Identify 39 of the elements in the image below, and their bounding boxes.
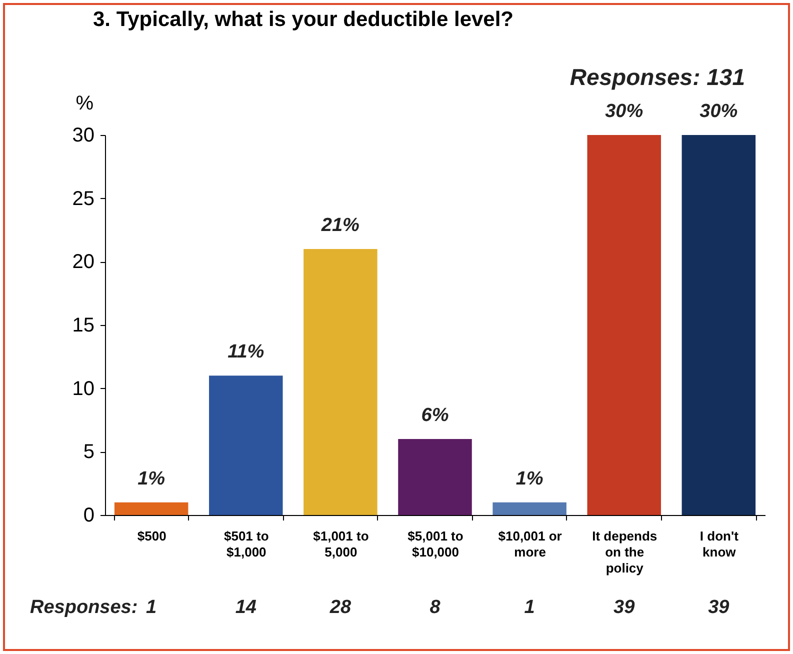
x-tick-label: $5,001 to $10,000 bbox=[408, 528, 464, 560]
data-label: 6% bbox=[421, 405, 449, 426]
text: 28 bbox=[328, 597, 352, 618]
bar bbox=[587, 135, 661, 515]
text: 1 bbox=[524, 597, 535, 618]
text: 39 bbox=[708, 597, 730, 618]
text: Responses: 131 bbox=[570, 64, 745, 90]
x-tick-label: $10,001 or more bbox=[498, 528, 562, 560]
text: 8 bbox=[430, 597, 441, 618]
y-tick-label: 5 bbox=[83, 441, 94, 464]
data-label: 1% bbox=[516, 468, 544, 490]
data-label: 21% bbox=[320, 215, 360, 236]
text: 1 bbox=[146, 597, 157, 618]
x-tick-label: $501 to $1,000 bbox=[224, 528, 269, 560]
bar bbox=[209, 376, 283, 515]
bar bbox=[304, 249, 378, 515]
data-label: 30% bbox=[700, 101, 738, 122]
data-label: 30% bbox=[605, 101, 644, 122]
text: 14 bbox=[235, 597, 257, 618]
data-label: 11% bbox=[228, 342, 264, 363]
x-tick-label: $500 bbox=[137, 528, 166, 544]
bar bbox=[398, 439, 472, 515]
text: 39 bbox=[614, 597, 636, 618]
y-tick-label: 25 bbox=[72, 188, 94, 210]
data-label: 1% bbox=[138, 468, 166, 490]
bar bbox=[114, 502, 188, 515]
text: Responses: bbox=[30, 597, 138, 618]
bar bbox=[492, 502, 566, 515]
y-tick-label: 10 bbox=[72, 378, 94, 400]
y-tick-label: 0 bbox=[83, 504, 94, 526]
y-axis-title: % bbox=[76, 92, 94, 114]
x-tick-label: It depends on the policy bbox=[592, 528, 658, 576]
bar bbox=[682, 135, 756, 515]
x-tick-label: I don't know bbox=[700, 528, 740, 560]
y-tick-label: 15 bbox=[72, 314, 94, 336]
y-tick-label: 20 bbox=[72, 251, 94, 274]
y-tick-label: 30 bbox=[72, 124, 94, 146]
x-tick-label: $1,001 to 5,000 bbox=[313, 528, 369, 560]
chart-title: 3. Typically, what is your deductible level? bbox=[93, 8, 514, 31]
